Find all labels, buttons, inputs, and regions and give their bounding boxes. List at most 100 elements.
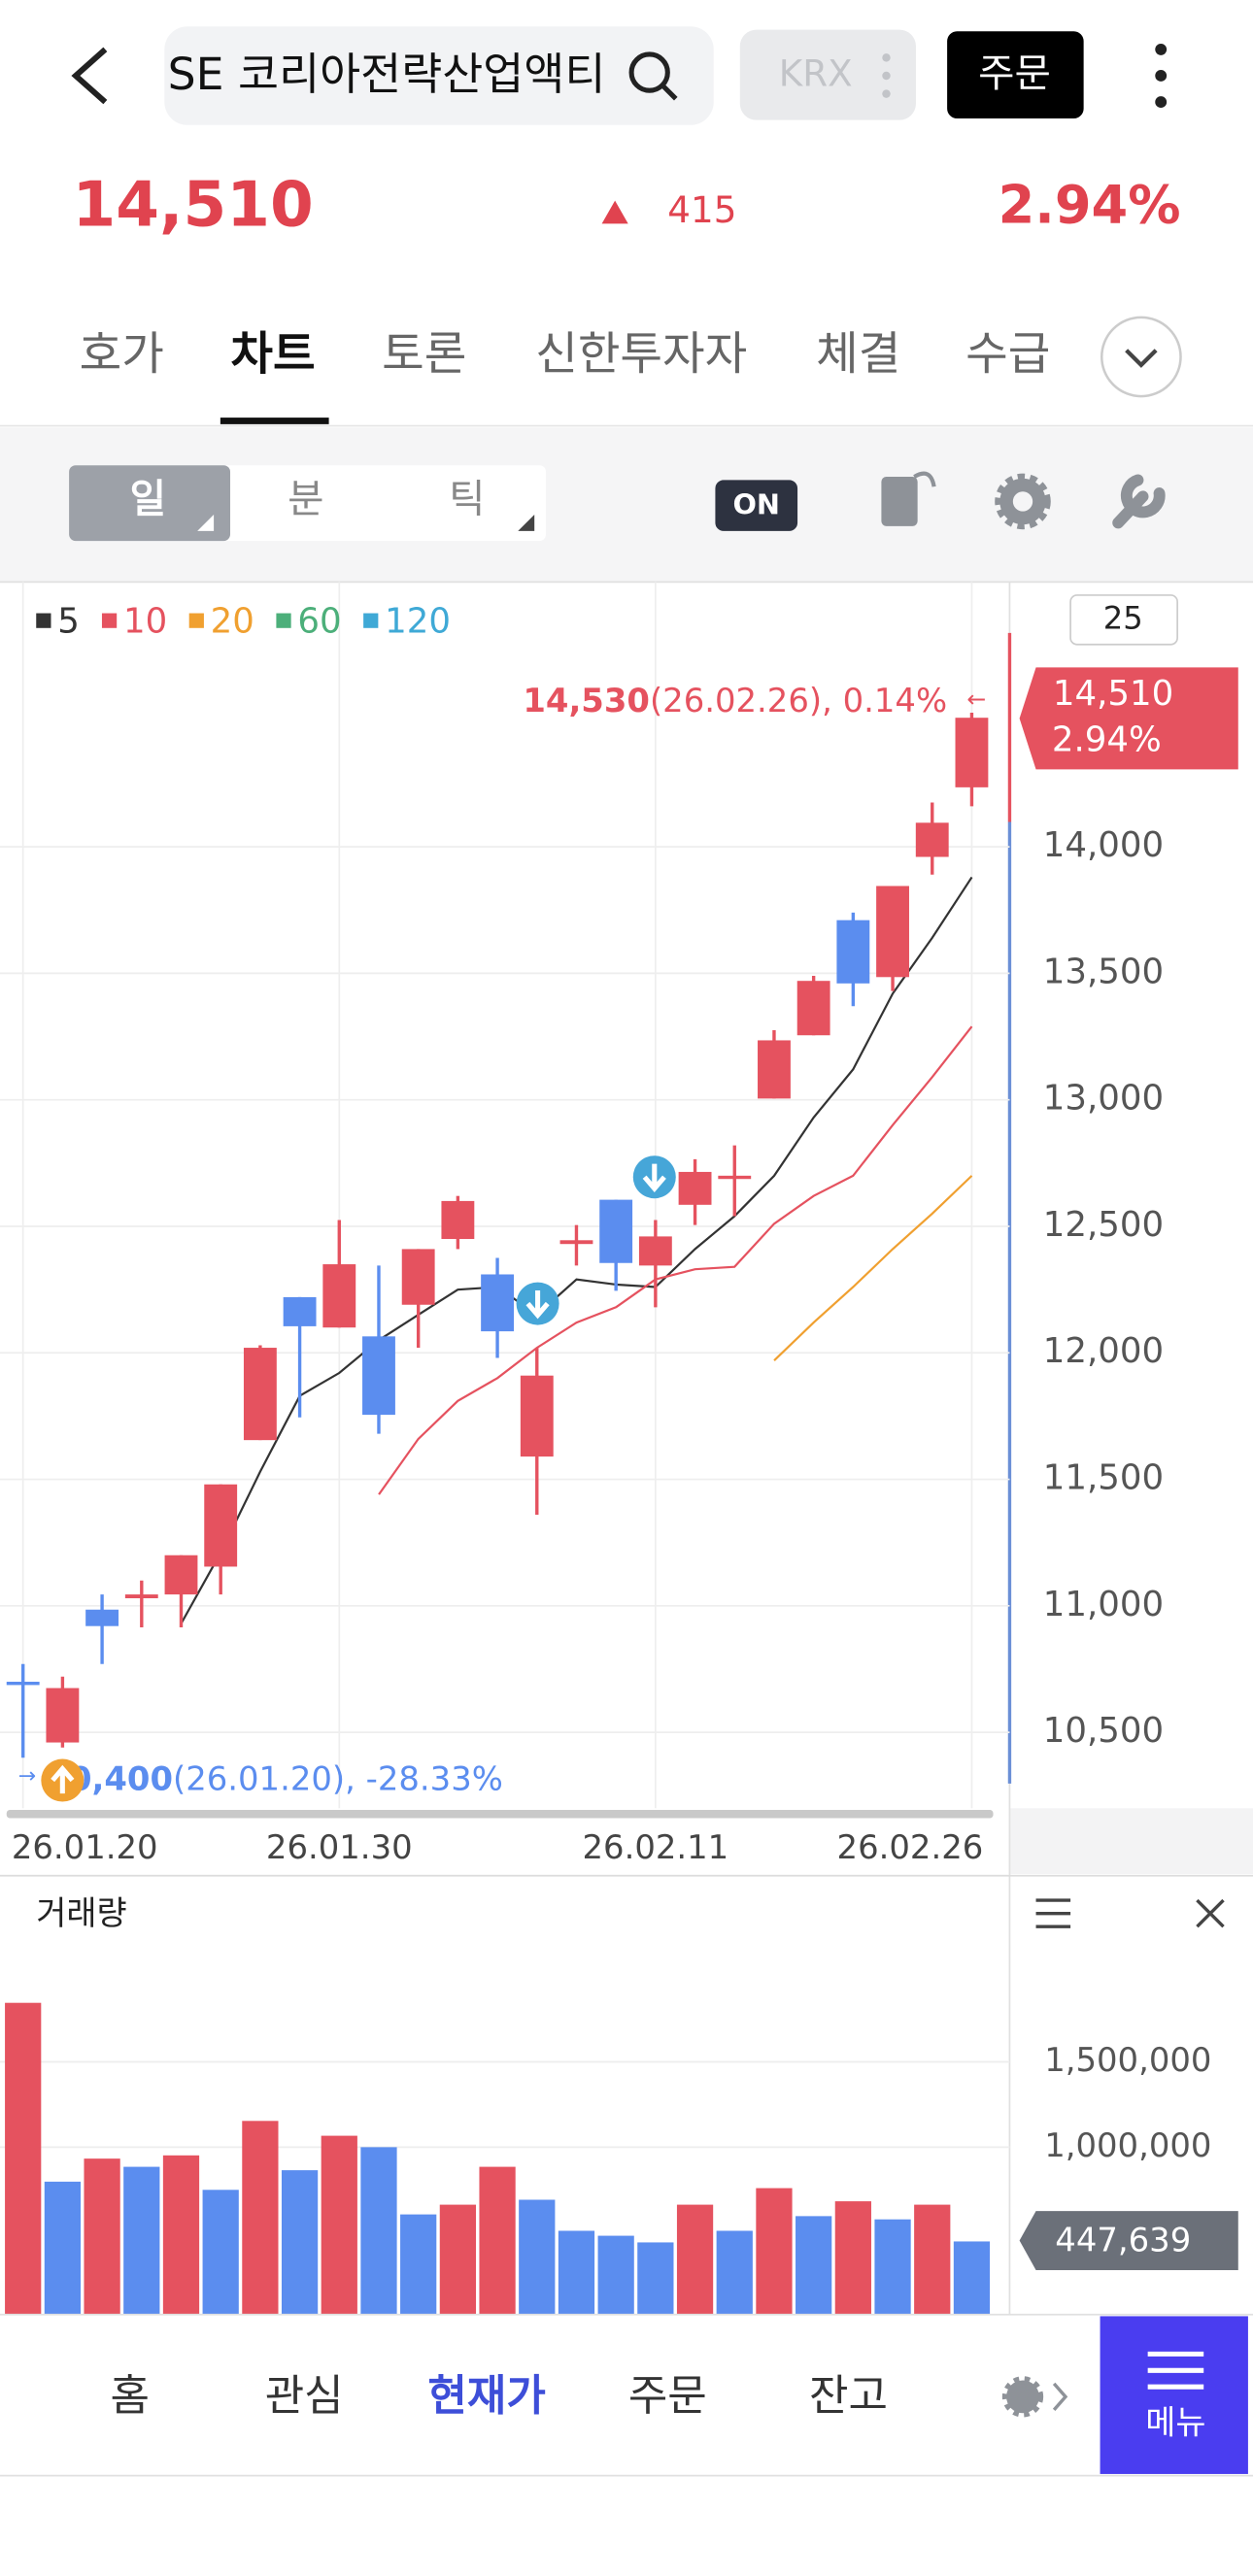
tab[interactable]: 차트 bbox=[230, 327, 315, 381]
legend-swatch bbox=[36, 613, 51, 628]
volume-bar bbox=[796, 2216, 832, 2319]
search-icon bbox=[660, 84, 678, 101]
dots bbox=[882, 53, 891, 62]
candle-body bbox=[124, 1594, 158, 1599]
nav-item[interactable]: 잔고 bbox=[809, 2371, 888, 2421]
legend-swatch bbox=[188, 613, 204, 628]
nav-item[interactable]: 관심 bbox=[265, 2371, 344, 2421]
volume-menu-icon[interactable] bbox=[1035, 1898, 1071, 1928]
min-label: 10,400(26.01.20), -28.33% bbox=[46, 1759, 503, 1797]
x-tick-label: 26.02.26 bbox=[837, 1828, 984, 1866]
x-tick-label: 26.01.30 bbox=[266, 1828, 413, 1866]
plot: 14,000 13,500 13,000 12,500 12,000 11,500 11,0… bbox=[0, 582, 1211, 2319]
price: 14,510 bbox=[72, 169, 313, 242]
ma-line bbox=[180, 876, 973, 1624]
volume-bar bbox=[874, 2219, 911, 2319]
nav-settings[interactable] bbox=[1001, 2376, 1044, 2418]
candle-body bbox=[678, 1171, 712, 1205]
y-tick-label: 12,000 bbox=[1043, 1331, 1164, 1371]
y-tick-label: 12,500 bbox=[1043, 1205, 1164, 1245]
signal-marker bbox=[51, 1764, 75, 1794]
period-button[interactable]: 틱 bbox=[449, 475, 485, 521]
max-label: 14,530(26.02.26), 0.14% bbox=[523, 681, 947, 719]
candle-body bbox=[796, 981, 830, 1036]
legend-label: 120 bbox=[385, 602, 451, 642]
volume-bar bbox=[400, 2214, 437, 2319]
legend-swatch bbox=[276, 613, 291, 628]
more-menu[interactable] bbox=[1155, 43, 1168, 55]
volume-bar bbox=[123, 2166, 160, 2319]
candle-body bbox=[283, 1296, 317, 1326]
volume-bar bbox=[834, 2201, 871, 2319]
tab[interactable]: 수급 bbox=[965, 327, 1050, 381]
max-price: 14,530 bbox=[523, 681, 650, 719]
arrow: ← bbox=[966, 686, 986, 713]
volume-bar bbox=[676, 2204, 714, 2319]
volume-close-icon[interactable] bbox=[1196, 1898, 1225, 1928]
x-tick-label: 26.01.20 bbox=[12, 1828, 158, 1866]
candle-body bbox=[6, 1682, 40, 1686]
order-button[interactable] bbox=[947, 31, 1084, 118]
dots bbox=[882, 89, 891, 98]
candle-body bbox=[243, 1348, 277, 1441]
y-tick-label: 1,000,000 bbox=[1044, 2126, 1211, 2164]
exchange-box[interactable] bbox=[739, 29, 916, 120]
exchange-label: KRX bbox=[779, 51, 853, 94]
count-box[interactable] bbox=[1069, 594, 1178, 646]
volume-bar bbox=[5, 2002, 42, 2319]
corner-mark bbox=[197, 514, 215, 531]
rotate-icon bbox=[913, 471, 936, 487]
legend-label: 5 bbox=[57, 602, 80, 642]
ma-line bbox=[378, 1025, 973, 1495]
candle-body bbox=[638, 1236, 672, 1266]
volume-bar bbox=[84, 2158, 120, 2319]
volume-bar bbox=[914, 2204, 951, 2319]
nav-item[interactable]: 현재가 bbox=[427, 2371, 545, 2421]
menu-button[interactable] bbox=[1100, 2316, 1248, 2474]
candle-body bbox=[559, 1240, 593, 1245]
candle-body bbox=[876, 886, 909, 978]
tool-icon[interactable] bbox=[1112, 474, 1166, 529]
legend-swatch bbox=[363, 613, 379, 628]
volume-bar bbox=[479, 2166, 516, 2319]
candle-body bbox=[441, 1200, 475, 1239]
axis-corner bbox=[1009, 1808, 1253, 1875]
tab[interactable]: 체결 bbox=[816, 327, 900, 381]
toggle[interactable] bbox=[715, 480, 798, 531]
y-tick-label: 1,500,000 bbox=[1044, 2041, 1211, 2079]
candle-body bbox=[599, 1199, 633, 1263]
volume-title: 거래량 bbox=[36, 1894, 126, 1932]
search-box[interactable] bbox=[164, 26, 714, 125]
tab[interactable]: 토론 bbox=[382, 327, 466, 381]
volume-bar bbox=[360, 2147, 397, 2319]
tab-bar: 호가 차트 토론 신한투자자 체결 수급 bbox=[80, 327, 1051, 381]
price-tag-price: 14,510 bbox=[1053, 674, 1173, 714]
rotate-icon[interactable] bbox=[881, 477, 918, 526]
more-menu bbox=[1155, 96, 1168, 108]
nav-item[interactable]: 주문 bbox=[628, 2371, 707, 2421]
volume-bar bbox=[716, 2230, 753, 2319]
volume-bar bbox=[44, 2181, 82, 2319]
period-button[interactable]: 일 bbox=[130, 475, 166, 521]
volume-bar bbox=[281, 2170, 319, 2319]
chevron bbox=[1125, 349, 1158, 368]
tab[interactable]: 호가 bbox=[80, 327, 164, 381]
search-icon[interactable] bbox=[628, 51, 670, 93]
candle-body bbox=[915, 822, 949, 857]
y-tick-label: 14,000 bbox=[1043, 825, 1164, 865]
candle-body bbox=[955, 718, 989, 787]
tab-more[interactable] bbox=[1100, 316, 1182, 398]
nav-item[interactable]: 홈 bbox=[110, 2371, 149, 2421]
nav-next[interactable] bbox=[1052, 2382, 1068, 2412]
tab[interactable]: 신한투자자 bbox=[535, 327, 747, 381]
volume-bar bbox=[519, 2199, 556, 2319]
period-button[interactable]: 분 bbox=[288, 475, 323, 521]
arrow: → bbox=[18, 1764, 36, 1789]
y-tick-label: 13,500 bbox=[1043, 952, 1164, 991]
price-tag bbox=[1019, 667, 1238, 770]
legend-swatch bbox=[101, 613, 118, 628]
back-button[interactable] bbox=[71, 47, 108, 105]
volume-bar bbox=[321, 2135, 357, 2319]
candle-body bbox=[46, 1688, 80, 1743]
